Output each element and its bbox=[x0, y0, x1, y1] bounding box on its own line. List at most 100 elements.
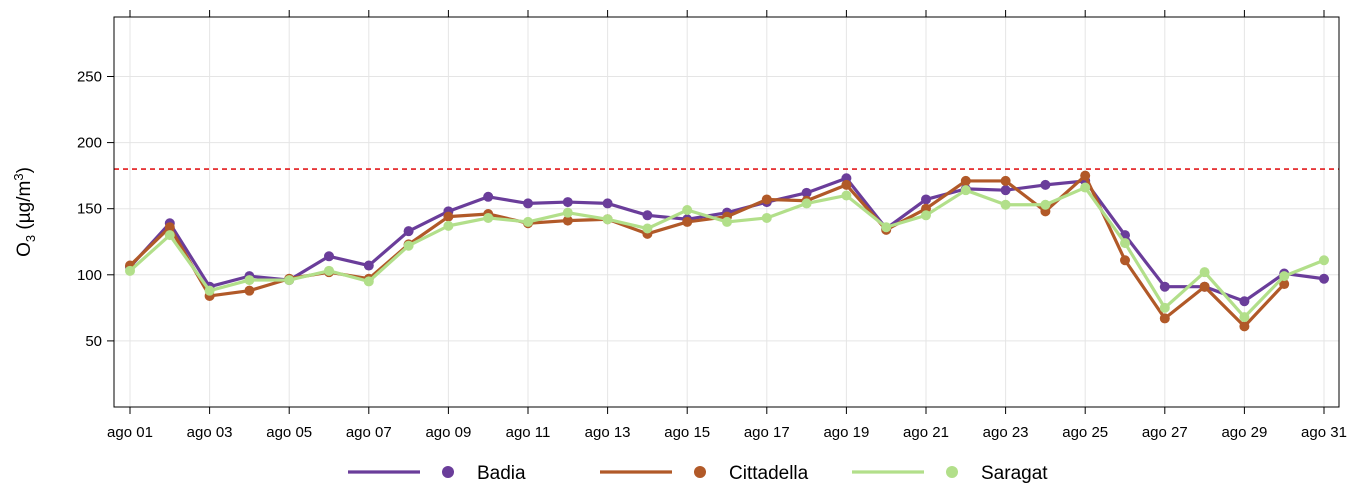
data-point bbox=[1040, 179, 1051, 190]
y-tick-label: 250 bbox=[77, 68, 102, 85]
x-tick-label: ago 27 bbox=[1142, 424, 1188, 441]
x-tick-label: ago 03 bbox=[187, 424, 233, 441]
legend: Badia Cittadella Saragat bbox=[348, 463, 1048, 484]
y-tick-label: 200 bbox=[77, 135, 102, 152]
x-tick-label: ago 09 bbox=[425, 424, 471, 441]
x-tick-label: ago 19 bbox=[823, 424, 869, 441]
data-point bbox=[284, 275, 295, 286]
legend-item-saragat: Saragat bbox=[852, 463, 1048, 484]
x-tick-label: ago 13 bbox=[585, 424, 631, 441]
series-line bbox=[128, 185, 1325, 319]
x-tick-label: ago 07 bbox=[346, 424, 392, 441]
data-point bbox=[761, 212, 772, 223]
data-point bbox=[244, 285, 255, 296]
legend-label: Cittadella bbox=[729, 463, 809, 484]
data-point bbox=[921, 210, 931, 221]
data-point bbox=[164, 222, 175, 233]
data-point bbox=[1159, 281, 1170, 292]
data-point bbox=[483, 191, 494, 202]
x-tick-label: ago 21 bbox=[903, 424, 949, 441]
axes: 50 100 150 200 250 ago 01 ago 03 ago 05 ago 07 ag… bbox=[77, 10, 1347, 441]
data-point bbox=[801, 198, 812, 209]
data-point bbox=[841, 179, 852, 190]
legend-label: Saragat bbox=[981, 463, 1048, 484]
data-point bbox=[1040, 199, 1051, 210]
data-point bbox=[204, 285, 215, 296]
data-point bbox=[1319, 273, 1329, 284]
data-point bbox=[921, 194, 931, 205]
y-tick-label: 100 bbox=[77, 267, 102, 284]
series-layer bbox=[125, 170, 1329, 332]
x-tick-label: ago 15 bbox=[664, 424, 710, 441]
legend-item-badia: Badia bbox=[348, 463, 526, 484]
y-axis-label: O3 (µg/m3) bbox=[11, 167, 38, 257]
data-point bbox=[1000, 175, 1011, 186]
series-saragat bbox=[125, 182, 1329, 323]
data-point bbox=[881, 222, 892, 233]
legend-label: Badia bbox=[477, 463, 526, 484]
legend-marker bbox=[946, 466, 958, 478]
data-point bbox=[1239, 296, 1250, 307]
data-point bbox=[722, 216, 732, 227]
data-point bbox=[403, 240, 414, 251]
data-point bbox=[1279, 279, 1290, 290]
data-point bbox=[682, 216, 693, 227]
x-tick-label: ago 17 bbox=[744, 424, 790, 441]
data-point bbox=[960, 185, 971, 196]
data-point bbox=[324, 251, 334, 262]
data-point bbox=[1080, 182, 1091, 193]
data-point bbox=[443, 220, 454, 231]
data-point bbox=[1159, 313, 1170, 324]
data-point bbox=[125, 265, 135, 276]
x-tick-label: ago 25 bbox=[1062, 424, 1108, 441]
data-point bbox=[562, 207, 573, 218]
data-point bbox=[1000, 199, 1011, 210]
data-point bbox=[642, 210, 653, 221]
y-tick-label: 150 bbox=[77, 201, 102, 218]
data-point bbox=[1239, 321, 1250, 332]
series-line bbox=[128, 174, 1286, 328]
legend-marker bbox=[442, 466, 454, 478]
x-tick-label: ago 01 bbox=[107, 424, 153, 441]
data-point bbox=[1120, 255, 1130, 266]
data-point bbox=[642, 223, 653, 234]
y-tick-label: 50 bbox=[85, 333, 102, 350]
data-point bbox=[443, 211, 454, 222]
data-point bbox=[363, 260, 374, 271]
data-point bbox=[960, 175, 971, 186]
x-tick-label: ago 23 bbox=[983, 424, 1029, 441]
data-point bbox=[682, 205, 693, 216]
series-cittadella bbox=[125, 170, 1290, 332]
series-badia bbox=[125, 173, 1329, 307]
legend-item-cittadella: Cittadella bbox=[600, 463, 809, 484]
data-point bbox=[1199, 281, 1210, 292]
data-point bbox=[1199, 267, 1210, 278]
data-point bbox=[523, 216, 533, 227]
data-point bbox=[801, 187, 812, 198]
series-line bbox=[128, 176, 1325, 303]
data-point bbox=[602, 214, 613, 225]
data-point bbox=[562, 215, 573, 226]
legend-marker bbox=[694, 466, 706, 478]
data-point bbox=[1279, 271, 1290, 282]
x-tick-label: ago 29 bbox=[1221, 424, 1267, 441]
data-point bbox=[523, 198, 533, 209]
data-point bbox=[1319, 255, 1329, 266]
data-point bbox=[602, 198, 613, 209]
data-point bbox=[363, 276, 374, 287]
data-point bbox=[164, 230, 175, 241]
plot-frame bbox=[113, 16, 1340, 408]
data-point bbox=[1120, 238, 1130, 249]
x-tick-label: ago 11 bbox=[506, 424, 551, 441]
data-point bbox=[324, 265, 334, 276]
x-tick-label: ago 31 bbox=[1301, 424, 1347, 441]
data-point bbox=[562, 197, 573, 208]
data-point bbox=[1080, 170, 1091, 181]
data-point bbox=[761, 194, 772, 205]
x-tick-label: ago 05 bbox=[266, 424, 312, 441]
data-point bbox=[1239, 312, 1250, 323]
data-point bbox=[1000, 185, 1011, 196]
data-point bbox=[841, 190, 852, 201]
data-point bbox=[483, 212, 494, 223]
